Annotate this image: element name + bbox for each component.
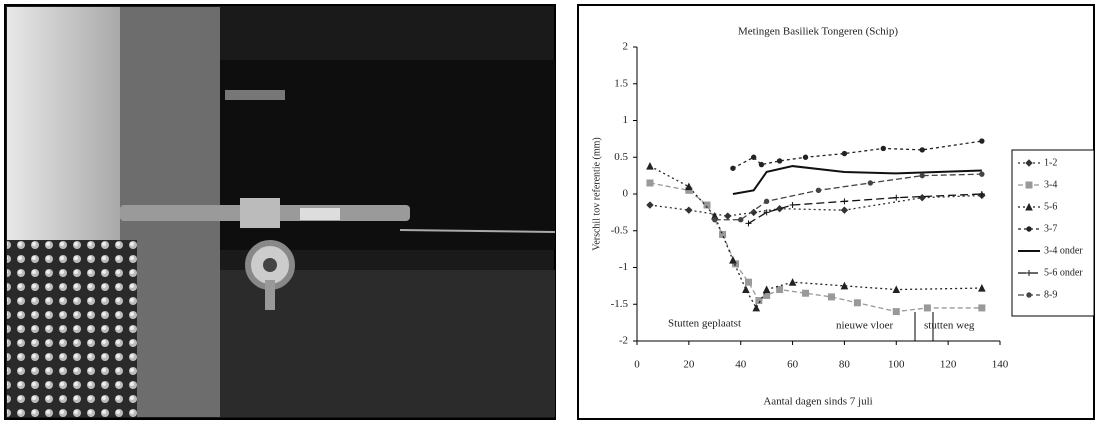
y-tick-label: -1.5 [611, 298, 629, 310]
legend-label: 5-6 [1044, 201, 1057, 212]
y-tick-label: 0.5 [614, 151, 628, 163]
marker [729, 256, 737, 264]
y-tick-label: -1 [619, 261, 628, 273]
marker [827, 293, 835, 301]
marker [763, 198, 770, 205]
marker [919, 172, 925, 179]
series-line [649, 194, 982, 217]
marker [712, 217, 718, 223]
marker [867, 180, 874, 186]
legend-label: 3-7 [1044, 223, 1057, 234]
marker [789, 202, 796, 209]
marker [841, 150, 848, 157]
marker [646, 201, 654, 209]
marker [758, 161, 765, 168]
series-line [649, 182, 982, 313]
y-tick-label: -0.5 [611, 224, 629, 236]
marker [762, 285, 771, 294]
x-tick-label: 80 [839, 359, 851, 371]
marker [719, 230, 727, 238]
marker [750, 154, 757, 160]
marker [979, 138, 985, 144]
marker [979, 171, 985, 177]
annotation: Stutten geplaatst [668, 318, 741, 330]
marker [978, 304, 986, 312]
photo [4, 4, 556, 420]
marker [892, 285, 901, 294]
chart-frame [577, 4, 1095, 420]
x-tick-label: 20 [683, 359, 695, 371]
marker [853, 299, 861, 307]
x-axis-label: Aantal dagen sinds 7 juli [763, 396, 872, 408]
x-tick-label: 120 [940, 359, 957, 371]
legend-marker [1026, 226, 1032, 232]
legend-marker [1026, 270, 1032, 276]
legend-label: 5-6 onder [1044, 267, 1083, 278]
marker [840, 281, 849, 290]
marker [685, 182, 693, 191]
marker [732, 260, 740, 268]
marker [776, 158, 783, 164]
annotation: stutten weg [924, 320, 975, 332]
legend-label: 3-4 [1044, 179, 1057, 190]
y-tick-label: 1.5 [614, 77, 628, 89]
marker [919, 147, 925, 153]
marker [978, 191, 985, 197]
chart-title: Metingen Basiliek Tongeren (Schip) [738, 26, 898, 38]
marker [724, 212, 732, 220]
legend-marker [1026, 292, 1032, 298]
marker [776, 286, 784, 294]
legend-label: 3-4 onder [1044, 245, 1083, 256]
series-line [649, 165, 982, 310]
marker [703, 201, 711, 209]
marker [763, 209, 770, 216]
y-tick-label: 0 [623, 188, 629, 200]
marker [738, 217, 744, 223]
y-tick-label: -2 [619, 335, 628, 347]
legend-box [1011, 149, 1095, 317]
x-tick-label: 0 [634, 359, 640, 371]
legend-marker [1025, 159, 1033, 167]
y-axis-label: Verschil tov referentie (mm) [591, 137, 602, 251]
x-tick-label: 60 [787, 359, 799, 371]
marker [802, 154, 809, 160]
marker [730, 165, 736, 171]
marker [923, 304, 931, 312]
marker [892, 308, 900, 316]
marker [646, 179, 654, 187]
marker [745, 220, 752, 227]
x-tick-label: 100 [888, 359, 905, 371]
series-line [732, 165, 982, 195]
y-tick-label: 1 [623, 114, 629, 126]
chart: Metingen Basiliek Tongeren (Schip) Aanta… [591, 26, 1095, 408]
marker [893, 194, 900, 201]
legend-label: 8-9 [1044, 289, 1057, 300]
series-line [748, 193, 982, 224]
marker [685, 206, 693, 214]
marker [752, 303, 761, 312]
marker [815, 187, 822, 194]
marker [646, 161, 654, 170]
marker [880, 145, 887, 152]
marker [978, 283, 986, 292]
marker [788, 278, 797, 286]
legend-marker [1025, 181, 1033, 189]
x-tick-label: 40 [735, 359, 747, 371]
marker [755, 297, 763, 305]
marker [742, 285, 750, 294]
legend-marker [1025, 202, 1033, 211]
annotation: nieuwe vloer [836, 320, 893, 332]
marker [802, 289, 810, 297]
legend-label: 1-2 [1044, 157, 1057, 168]
marker [841, 198, 848, 205]
y-tick-label: 2 [623, 41, 629, 53]
marker [744, 278, 752, 286]
x-tick-label: 140 [992, 359, 1009, 371]
marker [840, 206, 849, 214]
